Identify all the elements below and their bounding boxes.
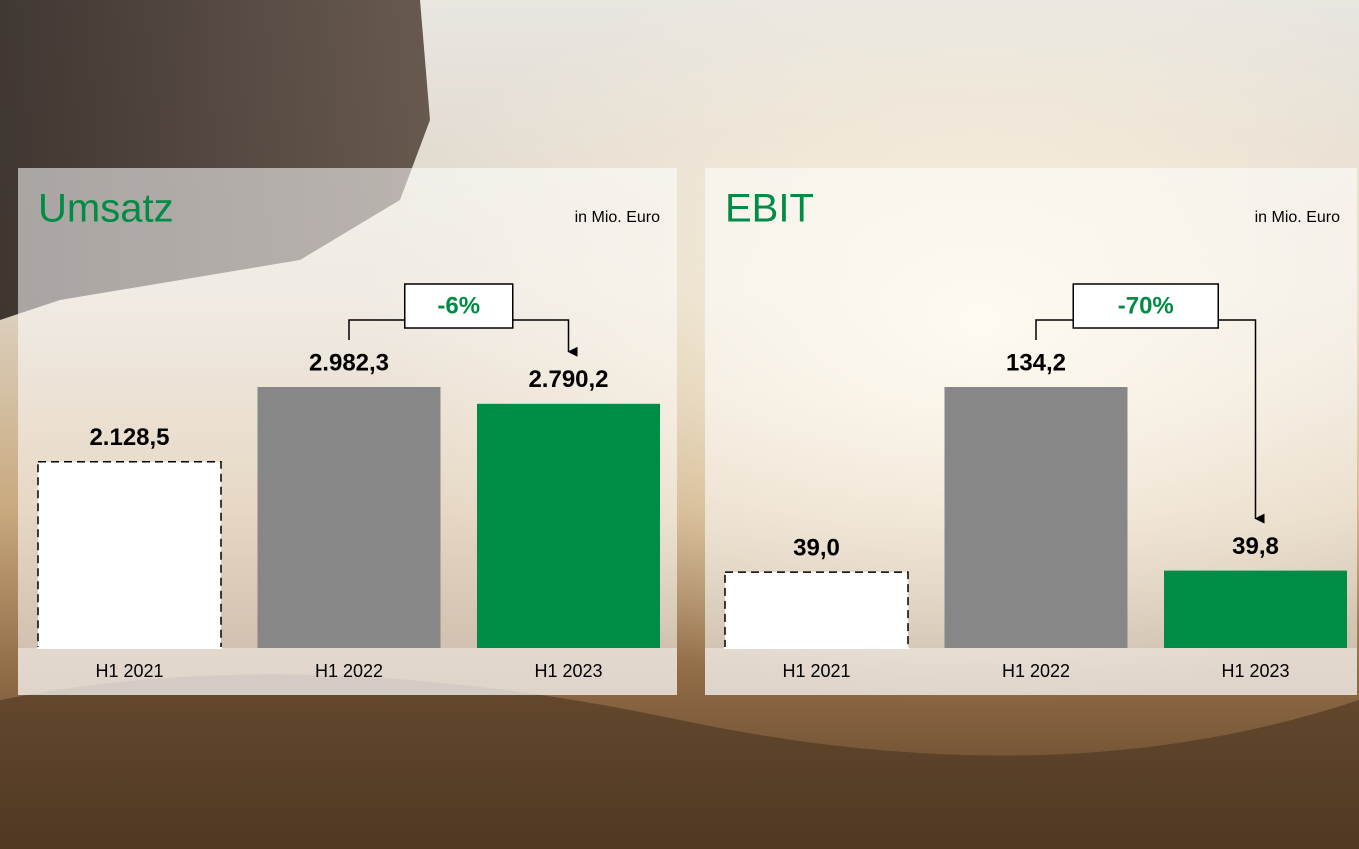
annotation: -6%: [437, 292, 480, 319]
charts: Umsatz in Mio. Euro 2.128,5 H1 2021 2.982,3 H…: [18, 168, 1357, 695]
annotation-box: [1072, 283, 1219, 329]
value-label: 39,8: [1232, 533, 1279, 560]
x-tick-label: H1 2022: [1002, 661, 1070, 681]
value-label: 134,2: [1006, 349, 1066, 376]
category-strip: [18, 648, 677, 695]
bar: [477, 403, 660, 648]
x-tick-label: H1 2023: [1221, 661, 1289, 681]
value-label: 39,0: [793, 534, 840, 561]
chart-panel: Umsatz in Mio. Euro 2.128,5 H1 2021 2.982,3 H…: [18, 168, 677, 695]
value-label: 2.128,5: [89, 424, 169, 451]
value-label: 2.790,2: [528, 366, 608, 393]
chart-subtitle: in Mio. Euro: [575, 209, 660, 226]
bar: [944, 387, 1128, 648]
annotation-box: [404, 283, 514, 329]
bar: [37, 460, 222, 649]
value-label: 2.982,3: [309, 349, 389, 376]
x-tick-label: H1 2022: [315, 661, 383, 681]
x-tick-label: H1 2021: [782, 661, 850, 681]
category-strip: [705, 648, 1357, 695]
bracket-left: [348, 319, 405, 340]
bar: [724, 571, 909, 649]
bar: [257, 387, 441, 648]
bracket-right: [1218, 319, 1265, 524]
field: [0, 674, 1359, 849]
x-tick-label: H1 2021: [95, 661, 163, 681]
bracket-right: [512, 319, 578, 357]
bracket-left: [1035, 319, 1074, 340]
chart-title: EBIT: [725, 187, 814, 231]
bar: [1164, 570, 1347, 648]
chart-title: Umsatz: [38, 187, 174, 231]
x-tick-label: H1 2023: [534, 661, 602, 681]
chart-panel: EBIT in Mio. Euro 39,0 H1 2021 134,2 H1 2022 3…: [705, 168, 1357, 695]
chart-subtitle: in Mio. Euro: [1255, 209, 1340, 226]
annotation: -70%: [1118, 292, 1174, 319]
